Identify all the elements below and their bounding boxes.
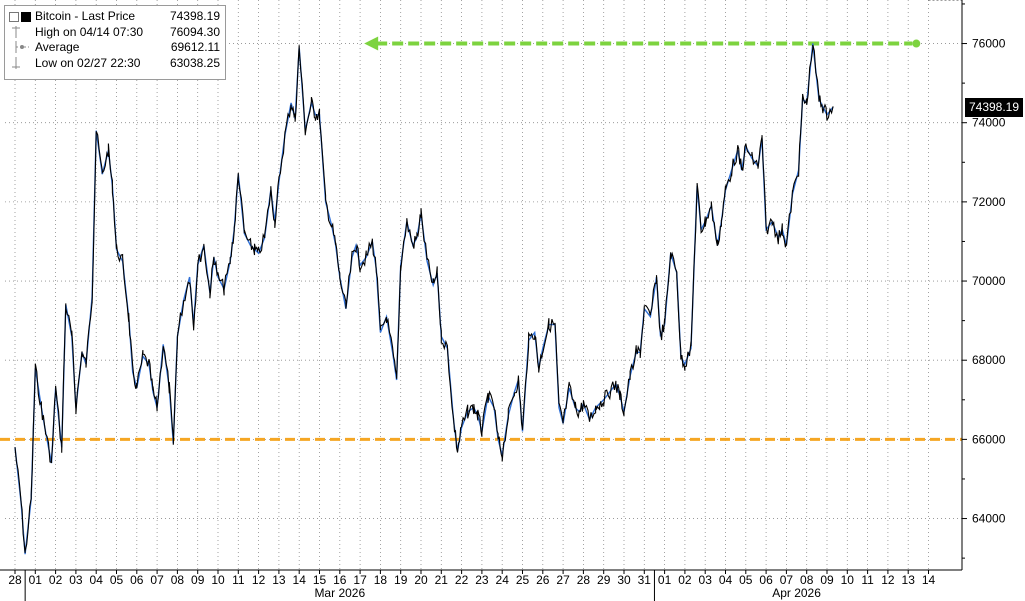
x-tick-label: 08: [171, 573, 185, 587]
x-tick-label: 31: [638, 573, 652, 587]
x-tick-label: 02: [49, 573, 63, 587]
x-tick-label: 17: [353, 573, 367, 587]
x-tick-label: 10: [841, 573, 855, 587]
high-marker-icon: [12, 25, 20, 38]
collapse-icon[interactable]: [9, 12, 19, 22]
legend-low-label: Low on 02/27 22:30: [35, 55, 141, 70]
high-arrow-head: [364, 36, 379, 51]
x-tick-label: 04: [719, 573, 733, 587]
y-tick-label: 76000: [972, 37, 1006, 51]
x-tick-label: 30: [617, 573, 631, 587]
legend-high-value: 76094.30: [169, 24, 220, 39]
x-tick-label: 19: [394, 573, 408, 587]
x-tick-label: 16: [333, 573, 347, 587]
x-tick-label: 12: [252, 573, 266, 587]
x-tick-label: 23: [475, 573, 489, 587]
x-tick-label: 01: [29, 573, 43, 587]
y-tick-label: 66000: [972, 432, 1006, 446]
x-tick-label: 15: [313, 573, 327, 587]
price-series: [14, 0, 962, 555]
x-tick-label: 13: [272, 573, 286, 587]
x-tick-label: 05: [110, 573, 124, 587]
legend-series-row: Bitcoin - Last Price 74398.19: [5, 9, 225, 25]
x-tick-label: 05: [739, 573, 753, 587]
x-tick-label: 06: [759, 573, 773, 587]
x-tick-label: 29: [597, 573, 611, 587]
last-price-tag: 74398.19: [965, 98, 1023, 117]
x-tick-label: 02: [678, 573, 692, 587]
y-tick-label: 74000: [972, 116, 1006, 130]
average-line-icon: [15, 41, 29, 53]
price-line-blue: [14, 43, 834, 555]
legend-average-row: Average 69612.11: [5, 40, 225, 56]
x-tick-label: 14: [293, 573, 307, 587]
legend: Bitcoin - Last Price 74398.19 High on 04…: [4, 5, 226, 80]
x-tick-label: 10: [211, 573, 225, 587]
y-tick-label: 72000: [972, 195, 1006, 209]
x-tick-label: 27: [556, 573, 570, 587]
x-tick-label: 12: [881, 573, 895, 587]
x-tick-label: 18: [374, 573, 388, 587]
legend-series-label: Bitcoin - Last Price: [35, 9, 136, 23]
chart-grid: [5, 0, 962, 570]
y-axis: 64000 66000 68000 70000 72000 74000 76000: [961, 0, 1006, 570]
x-tick-label: 20: [414, 573, 428, 587]
y-tick-label: 68000: [972, 353, 1006, 367]
x-tick-label: 26: [536, 573, 550, 587]
x-tick-label: 07: [780, 573, 794, 587]
price-line-black: [14, 44, 834, 553]
x-tick-label: 09: [820, 573, 834, 587]
month-label: Apr 2026: [772, 586, 821, 600]
x-axis: 28 01 02 03 04 05 06 07 08 09 10 11 12 13 14 15 16 17 18 19…: [0, 569, 962, 601]
x-tick-label: 11: [861, 573, 874, 587]
x-tick-label: 25: [516, 573, 530, 587]
x-tick-label: 13: [902, 573, 916, 587]
x-tick-label: 06: [130, 573, 144, 587]
x-tick-label: 04: [90, 573, 104, 587]
x-tick-label: 28: [8, 573, 22, 587]
x-tick-label: 21: [435, 573, 449, 587]
x-tick-label: 03: [69, 573, 83, 587]
legend-series-value: 74398.19: [169, 9, 220, 23]
x-tick-label: 07: [150, 573, 164, 587]
x-tick-label: 11: [232, 573, 245, 587]
x-tick-label: 24: [496, 573, 510, 587]
legend-high-label: High on 04/14 07:30: [35, 24, 144, 39]
x-tick-label: 09: [191, 573, 205, 587]
legend-low-row: Low on 02/27 22:30 63038.25: [5, 56, 225, 72]
legend-low-value: 63038.25: [169, 55, 220, 70]
reference-lines: [0, 36, 962, 441]
x-tick-label: 01: [658, 573, 672, 587]
x-tick-label: 22: [455, 573, 469, 587]
legend-average-value: 69612.11: [170, 40, 220, 54]
series-swatch: [21, 12, 31, 22]
legend-high-row: High on 04/14 07:30 76094.30: [5, 25, 225, 41]
month-label: Mar 2026: [314, 586, 365, 600]
x-tick-label: 03: [699, 573, 713, 587]
high-arrow-end-dot: [912, 39, 921, 48]
y-tick-label: 70000: [972, 274, 1006, 288]
x-tick-label: 14: [922, 573, 936, 587]
legend-average-label: Average: [35, 40, 80, 54]
y-tick-label: 64000: [972, 512, 1006, 526]
x-tick-label: 08: [800, 573, 814, 587]
low-marker-icon: [12, 56, 20, 69]
x-tick-label: 28: [577, 573, 591, 587]
